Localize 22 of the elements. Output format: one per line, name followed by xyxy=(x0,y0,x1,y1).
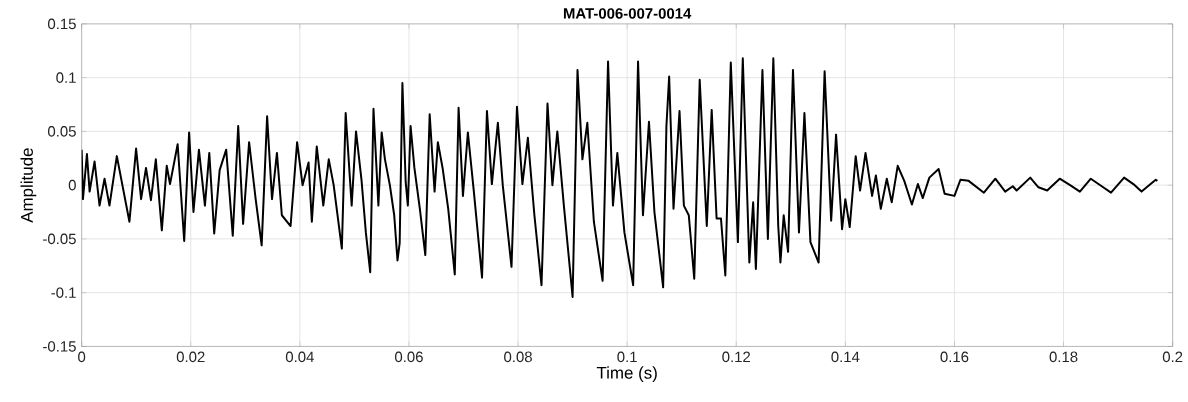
y-axis-title: Amplitude xyxy=(20,148,37,223)
y-tick-label: 0.15 xyxy=(48,18,76,30)
y-tick-label: 0.05 xyxy=(48,126,76,137)
x-tick-label: 0.08 xyxy=(504,351,532,363)
line-series xyxy=(81,57,1159,298)
y-tick-label: 0.1 xyxy=(56,72,76,83)
x-tick-label: 0.14 xyxy=(831,351,860,363)
y-tick-label: -0.15 xyxy=(43,341,76,352)
y-tick-label: 0 xyxy=(68,179,76,191)
x-tick-label: 0.16 xyxy=(940,351,969,363)
x-tick-label: 0.12 xyxy=(722,351,751,363)
x-axis-title: Time (s) xyxy=(596,366,657,383)
x-tick-label: 0.1 xyxy=(617,351,637,363)
x-tick-label: 0 xyxy=(78,351,86,363)
x-tick-label: 0.04 xyxy=(285,351,314,363)
y-tick-label: -0.05 xyxy=(43,233,76,245)
x-tick-label: 0.02 xyxy=(176,351,205,363)
chart-title: MAT-006-007-0014 xyxy=(563,8,692,19)
y-tick-label: -0.1 xyxy=(51,287,76,298)
x-tick-label: 0.06 xyxy=(395,351,423,363)
x-tick-label: 0.18 xyxy=(1049,351,1078,363)
x-tick-label: 0.2 xyxy=(1162,351,1183,363)
